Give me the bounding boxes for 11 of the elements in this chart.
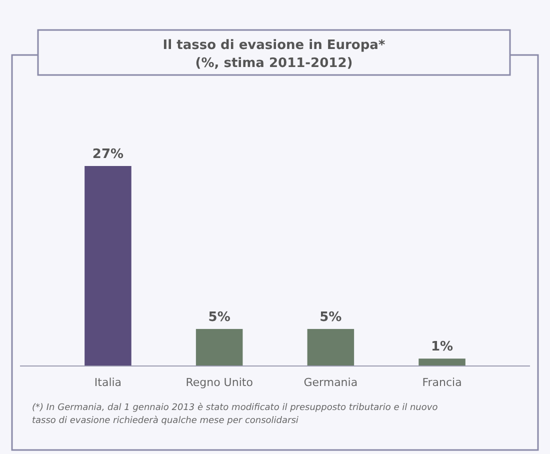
data-label: 5%	[320, 310, 342, 325]
data-label: 27%	[92, 147, 124, 162]
data-label: 1%	[430, 340, 454, 355]
x-tick-label: Regno Unito	[186, 376, 254, 389]
data-label: 5%	[208, 310, 230, 325]
x-tick-label: Germania	[304, 376, 358, 389]
x-tick-label: Italia	[94, 376, 122, 389]
chart-title: Il tasso di evasione in Europa*	[162, 38, 386, 53]
x-tick-label: Francia	[422, 376, 462, 389]
text: (*) In Germania, dal 1 gennaio 2013 è stato modificato il presupposto tributario e il nuovo tasso di evasione richiederà qualche mese per consolidarsi	[32, 402, 438, 426]
chart-subtitle: (%, stima 2011-2012)	[195, 56, 353, 71]
